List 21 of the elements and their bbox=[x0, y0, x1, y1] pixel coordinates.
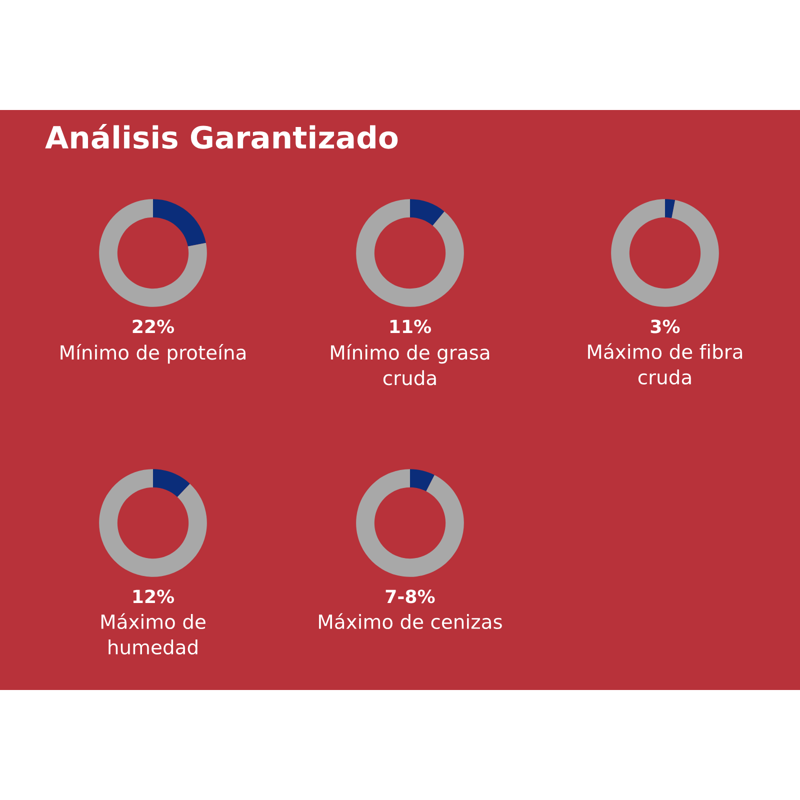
text: Análisis Garantizado bbox=[45, 124, 398, 149]
donut-slice bbox=[153, 199, 206, 246]
donut-slice bbox=[99, 469, 207, 577]
donut-slice bbox=[356, 199, 464, 307]
text: Máximo de cenizas bbox=[319, 613, 502, 630]
donut-slice bbox=[99, 199, 207, 307]
text: Mínimo de proteína bbox=[60, 344, 246, 364]
donut-slice bbox=[611, 199, 719, 307]
donut-slice bbox=[356, 469, 464, 577]
donut-slice bbox=[410, 469, 434, 492]
text: Máximo de fibra cruda bbox=[588, 343, 742, 385]
text: 22% bbox=[132, 320, 174, 334]
text: 11% bbox=[390, 320, 432, 334]
donut-slice bbox=[153, 469, 190, 498]
text: 7-8% bbox=[386, 590, 435, 604]
text: 3% bbox=[650, 320, 680, 334]
text: 12% bbox=[133, 590, 174, 604]
text: Máximo de humedad bbox=[101, 613, 206, 655]
donut-slice bbox=[665, 199, 676, 218]
text: Mínimo de grasa cruda bbox=[331, 344, 490, 386]
donut-slice bbox=[410, 199, 444, 226]
